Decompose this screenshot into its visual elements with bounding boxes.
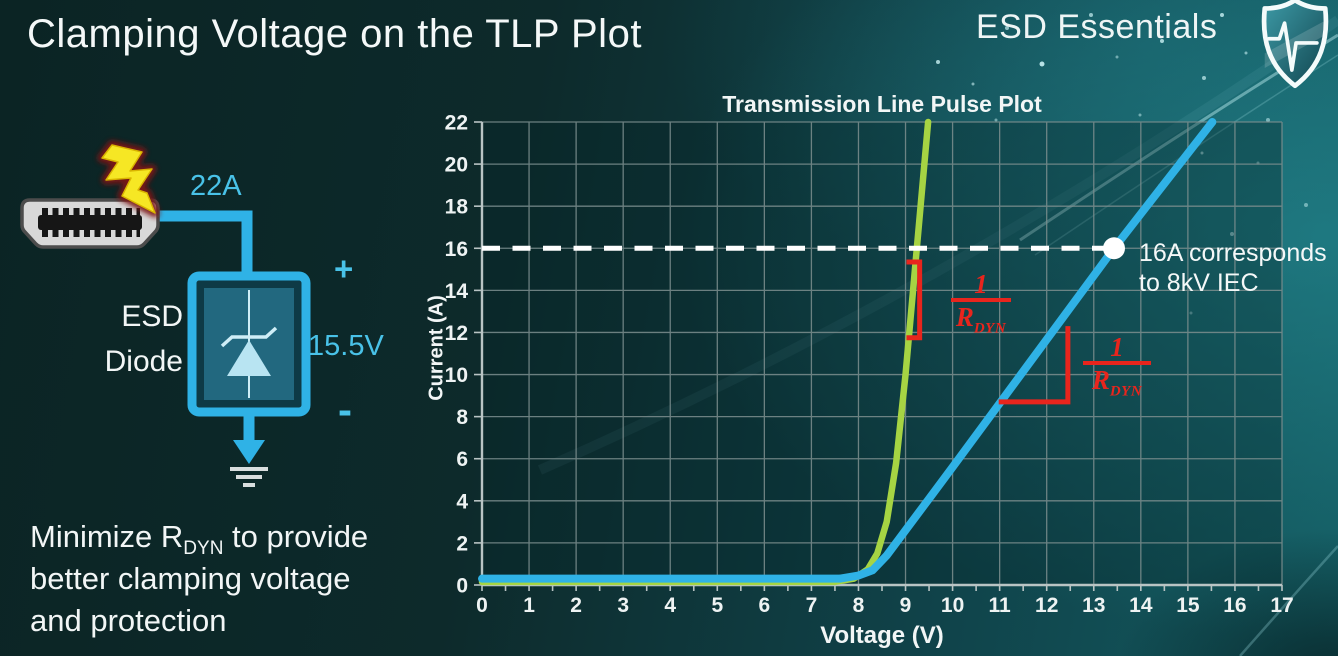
svg-text:13: 13 (1082, 594, 1105, 617)
footer-note-part2: to provide better clamping voltage and p… (30, 519, 369, 638)
tick-labels: 0 1 2 3 4 5 6 7 8 9 10 11 12 13 14 15 16 1702468101214161… (445, 112, 1294, 618)
svg-text:5: 5 (711, 594, 723, 617)
marker-note: 16A corresponds to 8kV IEC (1139, 238, 1338, 298)
high-rdyn-diode-blue-curve (478, 118, 1217, 583)
marker-note-line1: 16A corresponds (1139, 239, 1327, 267)
svg-text:12: 12 (1035, 594, 1058, 617)
fraction-denominator: RDYN (1083, 367, 1151, 404)
fraction-den-sub: DYN (1109, 383, 1143, 400)
svg-text:0: 0 (476, 594, 488, 617)
axis-ticks (474, 121, 1283, 591)
slope-indicators (906, 259, 1071, 405)
chart-title: Transmission Line Pulse Plot (722, 91, 1042, 117)
y-axis-label: Current (A) (425, 295, 448, 401)
svg-text:6: 6 (759, 594, 771, 617)
hdmi-connector-icon (20, 198, 160, 249)
fraction-den-base: R (955, 302, 974, 332)
pulse-line-icon (1267, 21, 1319, 72)
device-label-line1: ESD (121, 300, 183, 333)
svg-text:3: 3 (617, 594, 629, 617)
swoosh-arc-corner (1239, 545, 1338, 656)
plus-terminal-label: + (334, 250, 354, 287)
device-label-line2: Diode (104, 345, 183, 378)
fraction-numerator: 1 (974, 269, 988, 299)
svg-text:17: 17 (1270, 594, 1293, 617)
footer-note: Minimize RDYN to provide better clamping… (30, 516, 408, 642)
wire (156, 210, 253, 278)
svg-text:4: 4 (664, 594, 676, 617)
svg-text:11: 11 (989, 594, 1012, 617)
svg-text:16: 16 (1223, 594, 1246, 617)
brand-title: ESD Essentials (976, 8, 1218, 46)
footer-note-subscript: DYN (183, 538, 224, 560)
rdyn-fraction-blue: 1 RDYN (1083, 334, 1151, 404)
rdyn-fraction-green: 1 RDYN (951, 271, 1011, 341)
minus-terminal-label: - (338, 386, 352, 433)
marker-dot (1103, 237, 1125, 260)
svg-text:16: 16 (445, 238, 468, 261)
svg-text:8: 8 (456, 406, 468, 429)
surge-current-label: 22A (190, 170, 242, 202)
svg-text:9: 9 (900, 594, 912, 617)
lightning-bolt-icon (97, 140, 160, 218)
svg-text:12: 12 (445, 322, 468, 345)
esd-diode-box (187, 271, 311, 417)
fraction-den-sub: DYN (973, 320, 1007, 337)
svg-text:18: 18 (445, 196, 469, 219)
footer-note-part1: Minimize R (30, 519, 184, 554)
svg-text:14: 14 (1129, 594, 1153, 617)
svg-text:10: 10 (941, 594, 964, 617)
fraction-den-base: R (1091, 365, 1110, 395)
svg-text:14: 14 (445, 280, 469, 303)
fraction-bar (1083, 361, 1151, 365)
swoosh-arc (537, 15, 1338, 475)
marker-note-line2: to 8kV IEC (1139, 269, 1259, 297)
svg-text:15: 15 (1176, 594, 1200, 617)
svg-text:22: 22 (445, 112, 468, 135)
fraction-denominator: RDYN (951, 304, 1011, 341)
fraction-bar (951, 298, 1011, 302)
svg-text:8: 8 (853, 594, 865, 617)
x-axis-label: Voltage (V) (820, 622, 944, 649)
blue-slope-angle (998, 326, 1071, 405)
device-label: ESD Diode (38, 294, 183, 384)
svg-text:7: 7 (806, 594, 818, 617)
svg-text:0: 0 (456, 575, 468, 598)
svg-text:6: 6 (456, 448, 468, 471)
page-title: Clamping Voltage on the TLP Plot (27, 12, 642, 56)
ground-icon (230, 412, 268, 487)
svg-text:4: 4 (456, 490, 468, 513)
svg-text:20: 20 (445, 154, 468, 177)
fraction-numerator: 1 (1110, 332, 1124, 362)
svg-text:2: 2 (456, 532, 468, 555)
zener-diode-icon (220, 290, 278, 398)
svg-text:2: 2 (570, 594, 582, 617)
shield-logo-icon (1261, 0, 1329, 89)
svg-text:1: 1 (523, 594, 535, 617)
green-slope-bracket (906, 259, 923, 341)
svg-text:10: 10 (445, 364, 468, 387)
clamping-voltage-label: 15.5V (308, 330, 384, 362)
